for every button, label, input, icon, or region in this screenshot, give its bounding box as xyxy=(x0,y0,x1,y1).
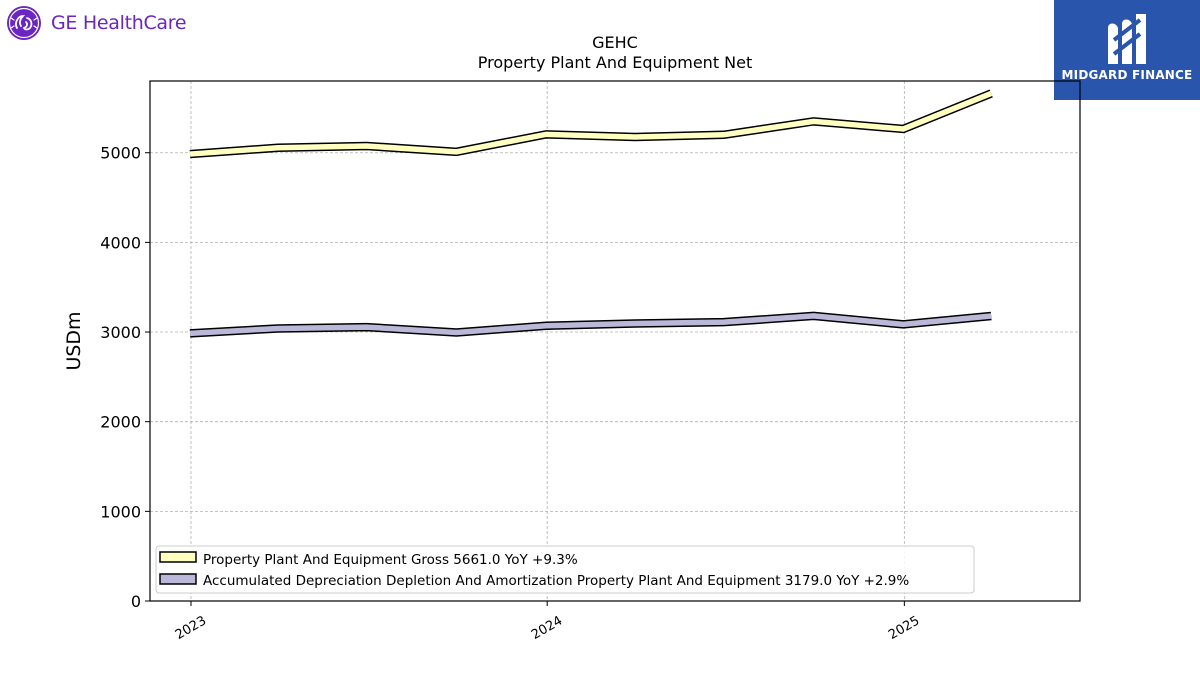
y-tick-label: 4000 xyxy=(100,233,141,252)
legend-swatch xyxy=(159,551,197,563)
legend-swatch xyxy=(159,573,197,585)
series-line xyxy=(189,90,993,157)
x-tick-label: 2023 xyxy=(173,613,209,643)
plot-frame xyxy=(149,80,1081,602)
legend: Property Plant And Equipment Gross 5661.… xyxy=(155,545,975,594)
y-tick-label: 2000 xyxy=(100,413,141,432)
brand-right-name: MIDGARD FINANCE xyxy=(1061,68,1193,82)
series-line xyxy=(189,313,992,337)
grid xyxy=(150,81,1080,602)
y-tick-label: 1000 xyxy=(100,502,141,521)
brand-left-name: GE HealthCare xyxy=(51,12,187,34)
legend-entry: Property Plant And Equipment Gross 5661.… xyxy=(203,552,578,568)
chart-title: GEHC xyxy=(592,33,638,52)
y-axis-label: USDm xyxy=(63,311,85,370)
ge-healthcare-brand: GE HealthCare xyxy=(6,4,187,42)
legend-entry: Accumulated Depreciation Depletion And A… xyxy=(203,573,909,589)
legend-box xyxy=(155,545,975,594)
ge-monogram-icon xyxy=(7,6,41,40)
x-tick-label: 2024 xyxy=(529,613,565,643)
y-tick-label: 3000 xyxy=(100,323,141,342)
x-tick-label: 2025 xyxy=(886,613,922,643)
y-tick-label: 5000 xyxy=(100,144,141,163)
chart-subtitle: Property Plant And Equipment Net xyxy=(478,53,753,72)
y-tick-label: 0 xyxy=(131,592,141,611)
midgard-m-icon xyxy=(1108,14,1146,64)
series-lines xyxy=(189,89,993,338)
midgard-finance-brand: MIDGARD FINANCE xyxy=(1054,0,1200,100)
